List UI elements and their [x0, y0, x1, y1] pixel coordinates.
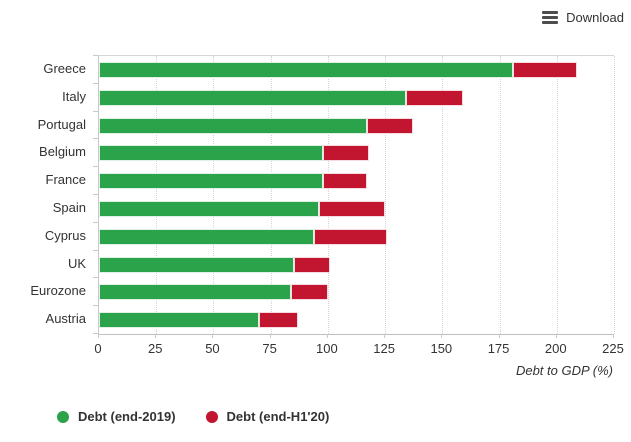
bar-segment-endH120-france[interactable]	[323, 173, 367, 190]
x-axis-label-25: 25	[147, 341, 163, 356]
bar-row-italy	[99, 89, 463, 106]
x-axis-tick-150	[441, 334, 443, 338]
x-axis-label-0: 0	[94, 341, 102, 356]
bar-segment-endH120-belgium[interactable]	[323, 145, 370, 162]
category-label-belgium: Belgium	[39, 144, 86, 160]
category-label-france: France	[45, 172, 86, 188]
y-axis-tick	[93, 166, 98, 168]
x-axis-label-225: 225	[602, 341, 624, 356]
y-axis-tick	[93, 221, 98, 223]
y-axis-tick	[93, 82, 98, 84]
legend-dot-icon	[57, 410, 69, 423]
bar-segment-endH120-uk[interactable]	[293, 256, 331, 273]
gridline-x-75	[270, 56, 272, 334]
legend-label: Debt (end-H1'20)	[226, 409, 330, 424]
y-axis-tick	[93, 333, 98, 334]
x-axis-tick-25	[155, 334, 157, 338]
bar-segment-end2019-uk[interactable]	[99, 256, 294, 273]
bar-segment-end2019-italy[interactable]	[99, 89, 406, 106]
bar-segment-endH120-portugal[interactable]	[366, 117, 413, 134]
bar-row-greece	[99, 61, 578, 78]
x-axis-tick-0	[98, 334, 99, 338]
bar-segment-end2019-greece[interactable]	[99, 61, 514, 78]
x-axis-label-100: 100	[316, 341, 338, 356]
bar-segment-endH120-spain[interactable]	[318, 200, 386, 217]
x-axis-tick-75	[269, 334, 271, 338]
bar-segment-end2019-belgium[interactable]	[99, 145, 324, 162]
x-axis-label-75: 75	[262, 341, 277, 356]
download-button-label: Download	[566, 10, 624, 25]
legend-dot-icon	[205, 410, 218, 423]
gridline-x-150	[442, 56, 444, 334]
gridline-x-225	[614, 56, 615, 334]
x-axis-tick-200	[555, 334, 557, 338]
y-axis-tick	[93, 194, 98, 195]
bar-segment-end2019-austria[interactable]	[99, 312, 260, 329]
gridline-x-100	[327, 56, 329, 334]
bar-row-portugal	[99, 117, 413, 134]
bar-segment-end2019-portugal[interactable]	[99, 117, 367, 134]
x-axis-tick-50	[212, 334, 214, 338]
category-label-italy: Italy	[62, 88, 86, 104]
gridline-x-50	[213, 56, 215, 334]
plot-area	[98, 55, 615, 335]
bar-segment-end2019-eurozone[interactable]	[99, 284, 292, 301]
category-label-uk: UK	[67, 255, 86, 271]
category-label-portugal: Portugal	[37, 116, 86, 132]
legend: Debt (end-2019) Debt (end-H1'20)	[57, 409, 329, 424]
y-axis-labels: Greece Italy Portugal Belgium France Spain Cyp…	[0, 55, 93, 333]
gridline-x-175	[499, 56, 501, 334]
y-axis-tick	[93, 55, 98, 56]
x-axis-label-150: 150	[430, 341, 453, 356]
bar-segment-end2019-cyprus[interactable]	[99, 228, 315, 245]
gridline-x-200	[556, 56, 558, 334]
category-label-cyprus: Cyprus	[44, 227, 86, 243]
y-axis-tick	[93, 110, 98, 112]
bar-row-france	[99, 173, 367, 190]
bar-segment-end2019-spain[interactable]	[99, 200, 319, 217]
bar-row-belgium	[99, 145, 370, 162]
x-axis-tick-225	[613, 334, 614, 338]
category-label-spain: Spain	[52, 199, 86, 215]
bar-row-eurozone	[99, 284, 328, 301]
y-axis-tick	[93, 305, 98, 307]
bar-segment-endH120-eurozone[interactable]	[291, 284, 328, 301]
category-label-eurozone: Eurozone	[30, 283, 86, 299]
bar-row-uk	[99, 256, 331, 273]
legend-item-endH120[interactable]: Debt (end-H1'20)	[205, 409, 330, 424]
y-axis-tick	[93, 249, 98, 251]
y-axis-tick	[93, 138, 98, 140]
x-axis-label-50: 50	[205, 341, 220, 356]
x-axis-tick-125	[384, 334, 386, 338]
gridline-x-125	[385, 56, 387, 334]
category-label-austria: Austria	[45, 311, 86, 327]
x-axis-tick-175	[498, 334, 500, 338]
bar-segment-endH120-austria[interactable]	[259, 312, 299, 329]
hamburger-menu-icon	[542, 11, 559, 24]
x-axis-label-175: 175	[487, 341, 510, 356]
bar-segment-end2019-france[interactable]	[99, 173, 324, 190]
x-axis-tick-100	[326, 334, 328, 338]
x-axis-title: Debt to GDP (%)	[515, 363, 613, 378]
bar-row-spain	[99, 200, 386, 217]
category-label-greece: Greece	[43, 60, 86, 76]
gridline-x-25	[156, 56, 158, 334]
legend-label: Debt (end-2019)	[78, 409, 176, 424]
bar-segment-endH120-italy[interactable]	[405, 89, 463, 106]
bar-row-austria	[99, 312, 299, 329]
y-axis-tick	[93, 277, 98, 279]
legend-item-end2019[interactable]: Debt (end-2019)	[57, 409, 176, 424]
bar-row-cyprus	[99, 228, 388, 245]
bar-segment-endH120-cyprus[interactable]	[314, 228, 388, 245]
x-axis-label-125: 125	[373, 341, 395, 356]
x-axis-label-200: 200	[544, 341, 567, 356]
bar-segment-endH120-greece[interactable]	[513, 61, 578, 78]
download-button[interactable]: Download	[540, 8, 626, 27]
